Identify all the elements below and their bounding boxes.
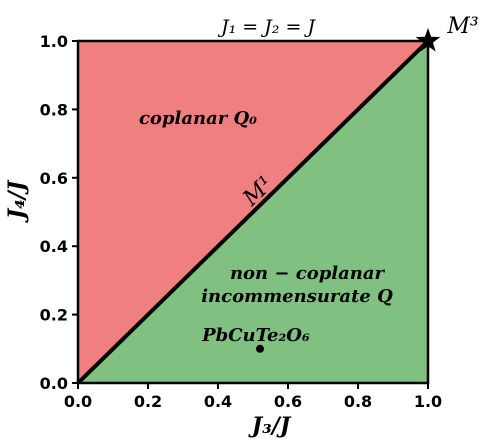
region-label-coplanar: coplanar Q₀ (139, 108, 257, 129)
y-axis-label: J₄/J (4, 179, 30, 223)
region-label-noncoplanar-line1: non − coplanar (230, 263, 386, 284)
point-label-m3: M³ (446, 14, 478, 39)
point-label-pbcute2o6: PbCuTe₂O₆ (201, 325, 310, 346)
y-tick-label: 0.2 (40, 306, 68, 325)
x-tick-label: 0.2 (134, 392, 162, 411)
point-marker-dot (256, 345, 264, 353)
x-tick-label: 1.0 (414, 392, 442, 411)
x-tick-label: 0.6 (274, 392, 302, 411)
y-axis-ticks: 0.0 0.2 0.4 0.6 0.8 1.0 (40, 32, 78, 393)
y-tick-label: 0.6 (40, 169, 68, 188)
x-axis-label: J₃/J (248, 413, 292, 439)
x-tick-label: 0.0 (64, 392, 92, 411)
x-tick-label: 0.8 (344, 392, 372, 411)
chart-title: J₁ = J₂ = J (217, 16, 316, 38)
y-tick-label: 1.0 (40, 32, 68, 51)
y-tick-label: 0.8 (40, 100, 68, 119)
x-axis-ticks: 0.0 0.2 0.4 0.6 0.8 1.0 (64, 383, 442, 411)
y-tick-label: 0.0 (40, 374, 68, 393)
y-tick-label: 0.4 (40, 237, 68, 256)
x-tick-label: 0.4 (204, 392, 232, 411)
region-label-noncoplanar-line2: incommensurate Q (201, 286, 393, 307)
